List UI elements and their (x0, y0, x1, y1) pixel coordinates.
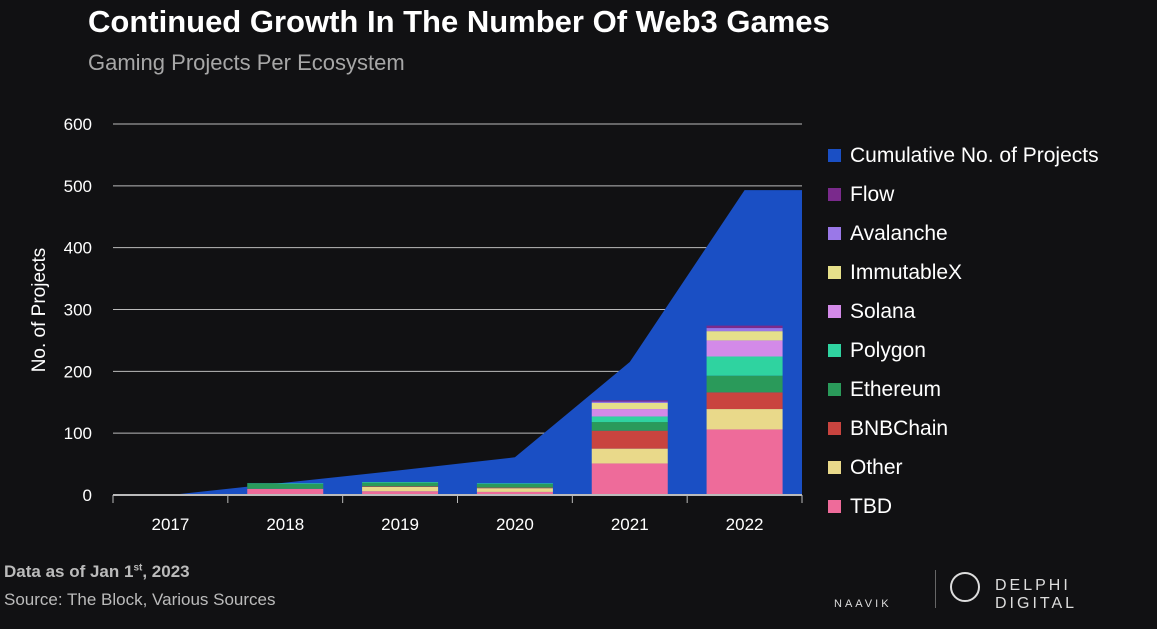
legend-item: Solana (828, 292, 1099, 331)
bar-segment-bnbchain (476, 487, 553, 489)
legend-swatch (828, 266, 841, 279)
y-tick-label: 500 (64, 177, 92, 196)
bar-segment-solana (706, 340, 783, 357)
x-tick-label: 2022 (726, 515, 764, 534)
bar-segment-solana (591, 409, 668, 417)
logo-divider (935, 570, 936, 608)
legend-item: TBD (828, 487, 1099, 526)
y-tick-label: 100 (64, 424, 92, 443)
bar-segment-tbd (247, 488, 324, 495)
legend-item: Cumulative No. of Projects (828, 136, 1099, 175)
legend-label: BNBChain (850, 416, 949, 440)
x-tick-label: 2021 (611, 515, 649, 534)
legend-label: Ethereum (850, 377, 942, 401)
bar-segment-ethereum (476, 483, 553, 488)
legend-label: Solana (850, 299, 916, 323)
data-date-note: Data as of Jan 1st, 2023 (4, 562, 190, 581)
source-note: Source: The Block, Various Sources (4, 590, 276, 609)
legend-item: BNBChain (828, 409, 1099, 448)
legend-swatch (828, 422, 841, 435)
bar-segment-flow (591, 400, 668, 402)
legend-swatch (828, 500, 841, 513)
bar-segment-bnbchain (591, 430, 668, 449)
bar-segment-polygon (706, 356, 783, 376)
bar-segment-tbd (362, 491, 439, 495)
bar-segment-avalanche (706, 328, 783, 332)
legend-label: Cumulative No. of Projects (850, 143, 1099, 167)
legend-swatch (828, 383, 841, 396)
bar-segment-bnbchain (362, 486, 439, 487)
delphi-logo-icon (950, 572, 980, 602)
legend-swatch (828, 188, 841, 201)
bar-segment-other (476, 488, 553, 492)
delphi-digital-logo: DELPHI DIGITAL (995, 577, 1078, 612)
legend-label: ImmutableX (850, 260, 963, 284)
bar-segment-immutablex (591, 402, 668, 410)
legend-swatch (828, 344, 841, 357)
bar-segment-tbd (591, 463, 668, 495)
legend-label: Flow (850, 182, 895, 206)
legend-item: Avalanche (828, 214, 1099, 253)
bar-segment-immutablex (706, 331, 783, 341)
legend-label: Avalanche (850, 221, 948, 245)
legend-label: Other (850, 455, 903, 479)
bar-segment-flow (706, 325, 783, 329)
y-tick-label: 200 (64, 362, 92, 381)
bar-segment-ethereum (591, 422, 668, 431)
bar-segment-other (591, 448, 668, 464)
bar-segment-polygon (247, 483, 324, 484)
x-tick-label: 2020 (496, 515, 534, 534)
legend-swatch (828, 461, 841, 474)
y-tick-label: 400 (64, 239, 92, 258)
legend-item: Other (828, 448, 1099, 487)
y-tick-label: 0 (83, 486, 92, 505)
legend-item: Flow (828, 175, 1099, 214)
bar-segment-ethereum (362, 482, 439, 487)
chart-title: Continued Growth In The Number Of Web3 G… (88, 4, 830, 39)
legend-swatch (828, 149, 841, 162)
bar-segment-other (706, 409, 783, 430)
legend-item: Ethereum (828, 370, 1099, 409)
legend-swatch (828, 305, 841, 318)
legend-swatch (828, 227, 841, 240)
legend: Cumulative No. of Projects Flow Avalanche I… (828, 136, 1099, 526)
x-tick-label: 2017 (152, 515, 190, 534)
bar-segment-polygon (362, 482, 439, 483)
chart-subtitle: Gaming Projects Per Ecosystem (88, 50, 405, 75)
legend-label: TBD (850, 494, 892, 518)
bar-segment-tbd (706, 429, 783, 495)
legend-item: Polygon (828, 331, 1099, 370)
bar-segment-ethereum (247, 483, 324, 489)
y-tick-label: 300 (64, 301, 92, 320)
legend-label: Polygon (850, 338, 926, 362)
x-tick-label: 2018 (266, 515, 304, 534)
legend-item: ImmutableX (828, 253, 1099, 292)
x-tick-label: 2019 (381, 515, 419, 534)
bar-segment-ethereum (706, 375, 783, 393)
bar-segment-bnbchain (706, 392, 783, 410)
bar-segment-other (362, 486, 439, 492)
naavik-logo: NAAVIK (834, 598, 892, 610)
bar-segment-tbd (476, 491, 553, 495)
bar-segment-polygon (476, 483, 553, 484)
y-tick-label: 600 (64, 115, 92, 134)
bar-segment-polygon (591, 416, 668, 423)
bar-segment-avalanche (591, 401, 668, 403)
y-axis-label: No. of Projects (29, 248, 50, 373)
